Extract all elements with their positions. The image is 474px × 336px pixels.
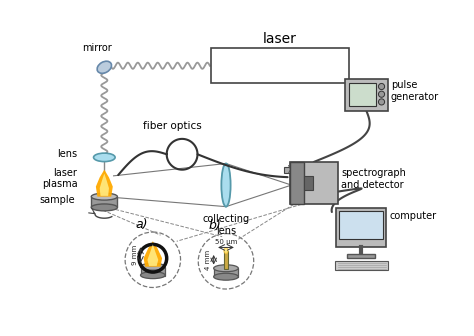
FancyBboxPatch shape	[346, 79, 388, 111]
Ellipse shape	[223, 247, 228, 254]
Text: spectrograph
and detector: spectrograph and detector	[341, 168, 406, 190]
Ellipse shape	[91, 193, 118, 200]
Bar	[225, 251, 228, 269]
Polygon shape	[144, 241, 162, 267]
Text: collecting
lens: collecting lens	[202, 214, 249, 236]
FancyBboxPatch shape	[336, 208, 386, 247]
Text: laser
plasma: laser plasma	[42, 168, 77, 189]
Ellipse shape	[91, 204, 118, 211]
Bar	[214, 268, 238, 278]
Polygon shape	[147, 244, 158, 266]
Circle shape	[198, 234, 254, 289]
Bar	[304, 176, 313, 190]
Ellipse shape	[225, 248, 228, 253]
FancyBboxPatch shape	[335, 260, 388, 270]
Text: 4 mm: 4 mm	[205, 250, 211, 270]
Text: mirror: mirror	[82, 43, 111, 53]
Text: computer: computer	[389, 211, 437, 221]
Bar	[339, 211, 383, 239]
Text: sample: sample	[39, 196, 75, 206]
FancyBboxPatch shape	[290, 162, 337, 204]
Text: b): b)	[209, 219, 222, 232]
Circle shape	[378, 99, 384, 105]
Text: 9 mm: 9 mm	[132, 245, 138, 265]
Ellipse shape	[214, 265, 238, 272]
Text: laser: laser	[263, 33, 297, 46]
Bar	[91, 197, 118, 207]
Text: fiber optics: fiber optics	[143, 121, 201, 131]
Polygon shape	[96, 170, 113, 197]
Ellipse shape	[97, 61, 111, 73]
Bar	[290, 162, 304, 204]
Text: 50 μm: 50 μm	[215, 239, 237, 245]
Circle shape	[378, 83, 384, 90]
Bar	[347, 254, 375, 258]
Text: lens: lens	[57, 149, 77, 159]
Ellipse shape	[140, 263, 165, 270]
Bar	[284, 167, 290, 173]
Ellipse shape	[93, 153, 115, 162]
Circle shape	[125, 232, 181, 288]
Ellipse shape	[140, 272, 165, 279]
Ellipse shape	[214, 273, 238, 280]
Text: pulse
generator: pulse generator	[391, 80, 439, 102]
Bar	[349, 83, 376, 106]
Ellipse shape	[221, 164, 231, 207]
Polygon shape	[100, 173, 109, 196]
Bar	[140, 267, 165, 276]
Text: a): a)	[136, 217, 148, 230]
FancyBboxPatch shape	[210, 48, 349, 83]
Circle shape	[378, 91, 384, 97]
